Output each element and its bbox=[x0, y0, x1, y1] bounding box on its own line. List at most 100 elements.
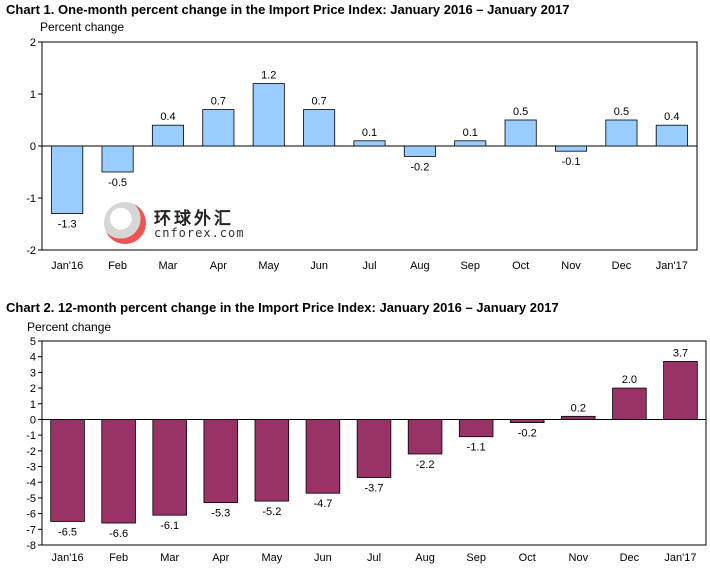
chart-1-bar-7 bbox=[403, 145, 436, 157]
chart-2-x-tick-label-12: Jan'17 bbox=[664, 552, 696, 564]
chart-2-x-tick-label-11: Dec bbox=[620, 552, 640, 564]
chart-2-x-tick-label-3: Apr bbox=[212, 552, 229, 564]
chart-2-x-tick-label-4: May bbox=[261, 552, 282, 564]
chart-1-y-tick-label: 2 bbox=[30, 37, 36, 49]
chart-2-plot-border bbox=[41, 340, 707, 546]
chart-1-bar-2 bbox=[151, 124, 184, 147]
chart-1-bar-11 bbox=[605, 119, 638, 147]
chart-1-y-tick-label: -1 bbox=[26, 193, 36, 205]
chart-2-data-label-8: -1.1 bbox=[467, 442, 486, 454]
chart-1-data-label-3: 0.7 bbox=[211, 96, 226, 108]
cnforex-watermark: 环球外汇 cnforex.com bbox=[104, 200, 254, 246]
chart-1-bar-10 bbox=[555, 145, 588, 152]
chart-1-x-tick-label-11: Dec bbox=[612, 260, 632, 272]
chart-1-bar-1 bbox=[101, 145, 134, 173]
chart-1-data-label-7: -0.2 bbox=[410, 161, 429, 173]
chart-1-data-label-0: -1.3 bbox=[58, 219, 77, 231]
chart-1-data-label-9: 0.5 bbox=[513, 106, 528, 118]
chart-2-y-tick-label: -1 bbox=[26, 430, 36, 442]
chart-1-title: Chart 1. One-month percent change in the… bbox=[6, 2, 570, 17]
chart-2-bar-11 bbox=[612, 387, 647, 420]
chart-2-bar-4 bbox=[254, 419, 290, 502]
chart-2-data-label-4: -5.2 bbox=[262, 506, 281, 518]
chart-2-bar-6 bbox=[356, 419, 392, 478]
chart-2-bar-2 bbox=[152, 419, 187, 516]
chart-1-bar-6 bbox=[353, 140, 386, 147]
chart-2-data-label-2: -6.1 bbox=[160, 520, 179, 532]
chart-2-bar-7 bbox=[407, 419, 443, 455]
chart-1-x-tick-label-1: Feb bbox=[108, 260, 127, 272]
chart-1-bar-5 bbox=[303, 109, 336, 147]
chart-1-plot: -2 -1 0 1 2 -1.3 Jan'16 -0.5 Feb 0.4 Mar 0.7 Apr 1.2 M… bbox=[26, 37, 698, 272]
chart-2-bar-10 bbox=[561, 415, 596, 420]
chart-2-x-tick-label-2: Mar bbox=[160, 552, 179, 564]
chart-2-y-tick-label: 5 bbox=[30, 336, 36, 348]
chart-1-x-tick-label-7: Aug bbox=[410, 260, 430, 272]
chart-1-data-label-1: -0.5 bbox=[108, 177, 127, 189]
chart-1-bar-3 bbox=[202, 109, 235, 147]
chart-2-title: Chart 2. 12-month percent change in the … bbox=[6, 300, 559, 315]
chart-1-bar-8 bbox=[454, 140, 487, 147]
chart-1-data-label-4: 1.2 bbox=[261, 70, 276, 82]
chart-1-y-tick-label: -2 bbox=[26, 245, 36, 257]
chart-2-y-tick-label: 0 bbox=[30, 414, 36, 426]
chart-1-y-tick-label: 0 bbox=[30, 141, 36, 153]
chart-1-bar-12 bbox=[655, 124, 688, 147]
chart-1-x-tick-label-3: Apr bbox=[210, 260, 227, 272]
chart-2-x-tick-label-1: Feb bbox=[109, 552, 128, 564]
chart-2-y-tick-label: -7 bbox=[26, 524, 36, 536]
chart-2-data-label-6: -3.7 bbox=[365, 483, 384, 495]
chart-1-bar-0 bbox=[51, 145, 84, 214]
chart-2-bar-9 bbox=[509, 419, 545, 424]
chart-2-x-tick-label-7: Aug bbox=[415, 552, 435, 564]
chart-2-bar-5 bbox=[305, 419, 341, 494]
chart-2-y-tick-label: 3 bbox=[30, 367, 36, 379]
chart-2-y-tick-label: -6 bbox=[26, 509, 36, 521]
chart-1-bar-9 bbox=[504, 119, 537, 147]
chart-1-y-axis-label: Percent change bbox=[40, 20, 125, 34]
chart-1-data-label-10: -0.1 bbox=[562, 156, 581, 168]
chart-1-x-tick-label-12: Jan'17 bbox=[656, 260, 688, 272]
chart-1-x-tick-label-9: Oct bbox=[512, 260, 529, 272]
chart-2: Chart 2. 12-month percent change in the … bbox=[0, 298, 710, 572]
chart-2-bar-3 bbox=[203, 419, 239, 504]
chart-1-bar-4 bbox=[252, 83, 285, 147]
cnforex-logo-icon bbox=[104, 202, 146, 244]
chart-2-data-label-1: -6.6 bbox=[109, 528, 128, 540]
chart-2-data-label-0: -6.5 bbox=[58, 526, 77, 538]
chart-2-y-tick-label: -8 bbox=[26, 540, 36, 552]
chart-1-x-tick-label-2: Mar bbox=[158, 260, 177, 272]
chart-1-x-tick-label-8: Sep bbox=[460, 260, 480, 272]
chart-2-plot: -8 -7 -6 -5 -4 -3 -2 -1 0 1 2 3 4 5 -6.5 Jan'16 -6.6 Feb -… bbox=[26, 336, 707, 564]
chart-1-data-label-12: 0.4 bbox=[664, 111, 679, 123]
chart-2-y-tick-label: 4 bbox=[30, 352, 36, 364]
chart-2-y-tick-label: -3 bbox=[26, 462, 36, 474]
chart-2-bar-1 bbox=[101, 419, 136, 524]
chart-1-data-label-2: 0.4 bbox=[160, 111, 175, 123]
watermark-cn-text: 环球外汇 bbox=[154, 209, 234, 229]
chart-2-x-tick-label-6: Jul bbox=[367, 552, 381, 564]
chart-2-data-label-10: 0.2 bbox=[571, 402, 586, 414]
chart-2-y-axis-label: Percent change bbox=[27, 320, 112, 334]
chart-1-x-tick-label-10: Nov bbox=[561, 260, 581, 272]
chart-2-y-tick-label: 2 bbox=[30, 383, 36, 395]
chart-2-bar-12 bbox=[663, 361, 698, 420]
chart-2-y-tick-label: -5 bbox=[26, 493, 36, 505]
chart-1-y-tick-label: 1 bbox=[30, 89, 36, 101]
chart-2-x-tick-label-10: Nov bbox=[569, 552, 589, 564]
chart-2-x-tick-label-9: Oct bbox=[519, 552, 536, 564]
chart-1-data-label-5: 0.7 bbox=[311, 96, 326, 108]
chart-2-bar-8 bbox=[458, 419, 494, 438]
watermark-en-text: cnforex.com bbox=[154, 226, 245, 240]
chart-2-data-label-9: -0.2 bbox=[518, 428, 537, 440]
chart-2-data-label-11: 2.0 bbox=[622, 374, 637, 386]
chart-1-x-tick-label-5: Jun bbox=[310, 260, 328, 272]
chart-2-bar-0 bbox=[50, 419, 85, 522]
chart-1-x-tick-label-4: May bbox=[258, 260, 279, 272]
chart-2-data-label-5: -4.7 bbox=[313, 498, 332, 510]
chart-2-y-tick-label: -2 bbox=[26, 446, 36, 458]
chart-2-y-tick-label: -4 bbox=[26, 477, 36, 489]
chart-1-data-label-11: 0.5 bbox=[614, 106, 629, 118]
chart-2-data-label-3: -5.3 bbox=[211, 508, 230, 520]
chart-1: Chart 1. One-month percent change in the… bbox=[6, 2, 698, 272]
